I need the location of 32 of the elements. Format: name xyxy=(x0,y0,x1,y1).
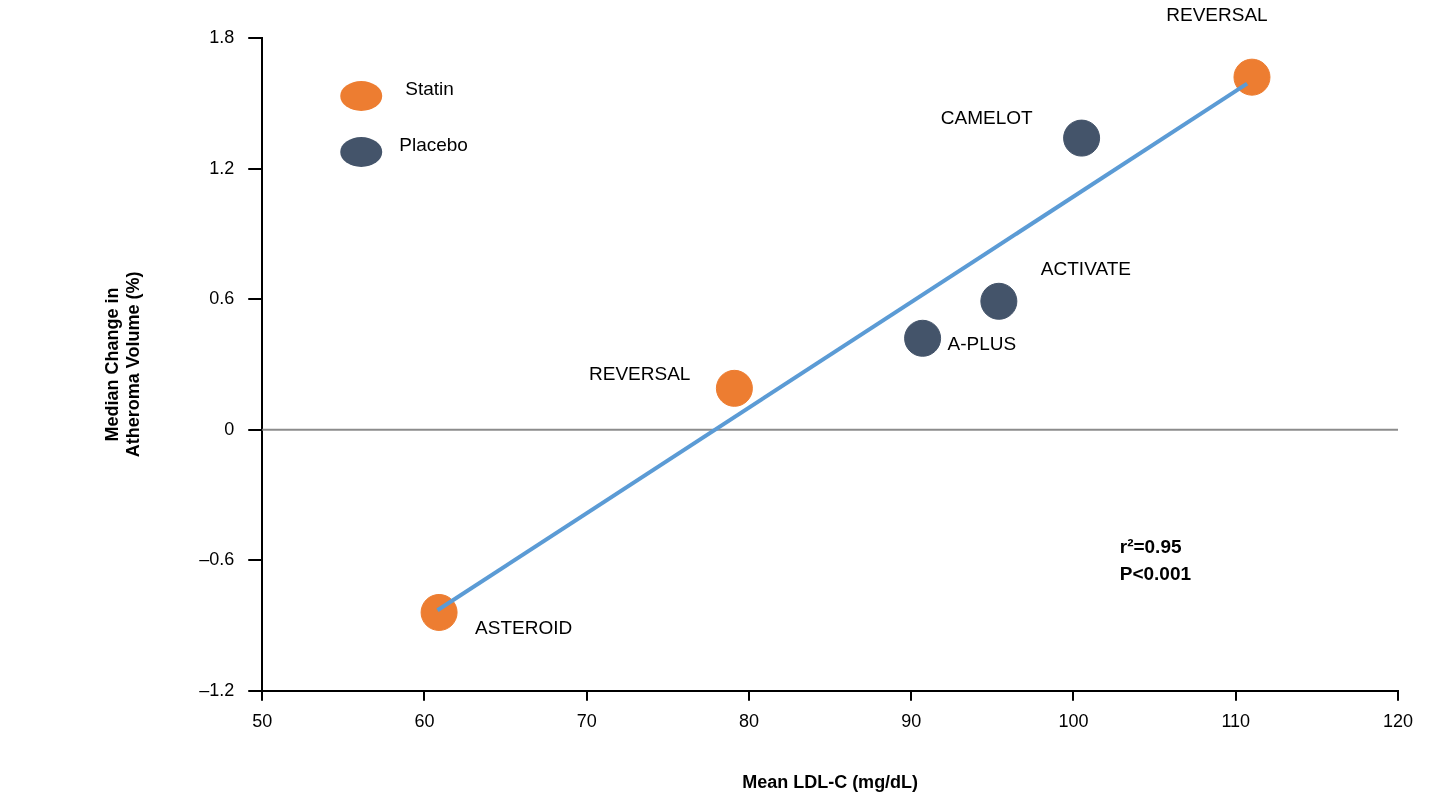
annotation: ACTIVATE xyxy=(1040,257,1131,279)
x-tick-label: 90 xyxy=(901,710,922,731)
annotation: A-PLUS xyxy=(947,332,1017,354)
y-axis-title: Median Change in Atheroma Volume (%) xyxy=(101,271,144,458)
annotation: REVERSAL xyxy=(1166,4,1268,26)
y-tick-label: 1.8 xyxy=(209,26,235,47)
point xyxy=(1233,58,1271,96)
y-tick-label: 0 xyxy=(224,418,235,439)
x-tick-label: 50 xyxy=(252,710,273,731)
x-axis-title: Mean LDL-C (mg/dL) xyxy=(742,772,919,793)
point xyxy=(715,369,753,407)
legend-label: Statin xyxy=(405,78,454,100)
x-tick-label: 120 xyxy=(1382,710,1414,731)
legend-label: Placebo xyxy=(399,134,468,156)
x-tick-label: 80 xyxy=(738,710,760,731)
x-tick-label: 60 xyxy=(414,710,435,731)
x-tick-label: 110 xyxy=(1221,710,1251,731)
y-tick-label: 1.2 xyxy=(209,157,235,178)
point xyxy=(1063,119,1101,157)
point xyxy=(980,282,1018,320)
x-tick-label: 100 xyxy=(1058,710,1089,731)
point xyxy=(420,593,458,631)
annotation: P<0.001 xyxy=(1119,563,1192,585)
point xyxy=(904,319,942,357)
y-tick-label: 0.6 xyxy=(209,288,235,309)
annotation: ASTEROID xyxy=(475,616,573,638)
y-tick-label: –1.2 xyxy=(199,679,235,700)
annotation: r²=0.95 xyxy=(1119,536,1182,558)
x-tick-label: 70 xyxy=(576,710,597,731)
annotation: CAMELOT xyxy=(940,107,1033,129)
y-tick-label: –0.6 xyxy=(199,549,235,570)
annotation: REVERSAL xyxy=(589,362,691,384)
